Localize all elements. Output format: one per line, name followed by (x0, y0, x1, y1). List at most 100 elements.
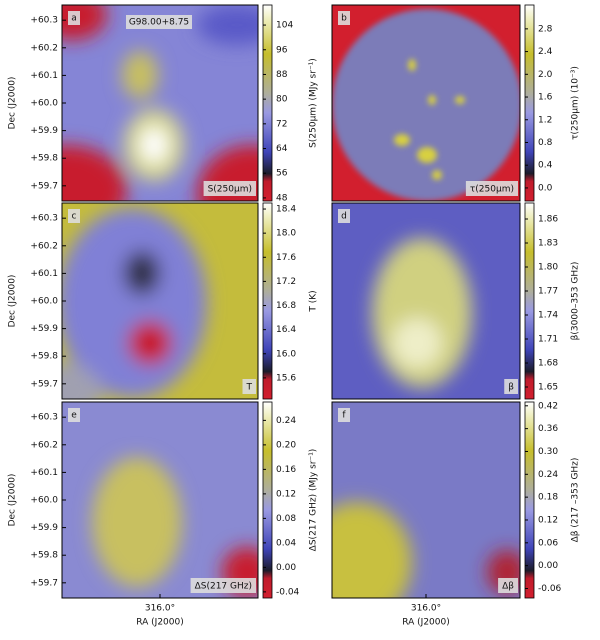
y-tick-label: +60.0 (30, 99, 58, 109)
panel-frame (331, 4, 521, 202)
colorbar-tick-label: 0.8 (538, 138, 553, 148)
panel-letter: e (71, 411, 77, 421)
y-tick-label: +60.2 (30, 241, 58, 251)
colorbar-tick-label: 1.68 (538, 359, 558, 369)
panel-tag-box (68, 408, 80, 422)
panel-label-box (203, 181, 256, 196)
y-tick-label: +59.7 (30, 181, 58, 191)
panel-letter: a (71, 14, 77, 24)
colorbar-tick-label: 0.18 (538, 493, 558, 503)
colorbar-tick-label: 2.0 (538, 70, 553, 80)
panel-label-box (242, 379, 256, 394)
colorbar-tick-label: 2.4 (538, 47, 553, 57)
x-tick-label: 316.0° (145, 604, 175, 614)
y-tick-label: +60.2 (30, 43, 58, 53)
colorbar-tick-label: 1.74 (538, 311, 558, 321)
y-tick-label: +59.9 (30, 126, 58, 136)
panel-label-box (498, 578, 518, 593)
colorbar (262, 4, 273, 202)
colorbar-tick-label: 1.86 (538, 215, 558, 225)
colorbar-tick-label: 17.2 (276, 277, 296, 287)
colorbar-tick-label: 1.71 (538, 335, 558, 345)
colorbar-tick-label: 1.80 (538, 263, 558, 273)
colorbar-tick-label: 0.42 (538, 401, 558, 411)
y-tick-label: +59.9 (30, 324, 58, 334)
colorbar-tick-label: 0.06 (538, 538, 558, 548)
colorbar-label: β(3000–353 GHz) (571, 262, 581, 341)
colorbar-tick-label: -0.04 (276, 587, 300, 597)
colorbar-tick-label: 48 (276, 193, 288, 203)
image-b (332, 5, 520, 201)
panel-tag-box (338, 209, 350, 223)
image-d (332, 203, 520, 399)
colorbar-tick-label: 1.6 (538, 93, 553, 103)
y-tick-label: +59.8 (30, 154, 58, 164)
colorbar-tick-label: 16.4 (276, 325, 296, 335)
panel-tag-box (68, 11, 80, 25)
colorbar-tick-label: 0.08 (276, 514, 296, 524)
x-axis-label: RA (J2000) (402, 618, 450, 628)
panel-label-box (504, 379, 518, 394)
y-tick-label: +60.2 (30, 440, 58, 450)
panel-label: T (246, 383, 253, 393)
y-tick-label: +60.1 (30, 71, 58, 81)
y-tick-label: +60.1 (30, 269, 58, 279)
colorbar-tick-label: 0.4 (538, 161, 553, 171)
y-tick-label: +60.3 (30, 16, 58, 26)
colorbar-tick-label: 18.0 (276, 229, 296, 239)
y-tick-label: +59.7 (30, 379, 58, 389)
colorbar-tick-label: 64 (276, 144, 288, 154)
y-tick-label: +60.1 (30, 468, 58, 478)
y-tick-label: +60.3 (30, 413, 58, 423)
panel-letter: c (72, 212, 77, 222)
colorbar-tick-label: -0.06 (538, 584, 562, 594)
y-tick-label: +60.0 (30, 297, 58, 307)
colorbar (262, 401, 273, 599)
colorbar-tick-label: 80 (276, 95, 288, 105)
panel-label-box (465, 181, 518, 196)
panel-tag-box (338, 11, 350, 25)
colorbar-tick-label: 1.2 (538, 115, 552, 125)
panel-letter: b (341, 14, 347, 24)
y-axis-label: Dec (J2000) (8, 474, 18, 527)
colorbar-tick-label: 18.4 (276, 205, 296, 215)
panel-letter: d (341, 212, 347, 222)
x-tick-label: 316.0° (411, 604, 441, 614)
panel-letter: f (342, 411, 346, 421)
y-tick-label: +59.9 (30, 523, 58, 533)
colorbar-tick-label: 96 (276, 45, 288, 55)
colorbar-tick-label: 88 (276, 70, 288, 80)
colorbar (262, 202, 273, 400)
colorbar-tick-label: 1.83 (538, 239, 558, 249)
colorbar-tick-label: 0.12 (276, 489, 296, 499)
panel-label-box (190, 578, 256, 593)
image-f (332, 402, 520, 598)
panel-label: S(250μm) (208, 185, 252, 195)
panel-label: β (508, 383, 514, 393)
colorbar-tick-label: 0.12 (538, 515, 558, 525)
colorbar-tick-label: 1.77 (538, 287, 558, 297)
colorbar-tick-label: 72 (276, 119, 287, 129)
colorbar-tick-label: 0.30 (538, 447, 558, 457)
colorbar-tick-label: 0.36 (538, 424, 558, 434)
y-tick-label: +60.3 (30, 214, 58, 224)
panel-frame (331, 202, 521, 400)
y-tick-label: +59.8 (30, 551, 58, 561)
colorbar-label: ΔS(217 GHz) (MJy sr⁻¹) (309, 449, 319, 552)
colorbar-tick-label: 0.20 (276, 440, 296, 450)
colorbar-tick-label: 0.16 (276, 465, 296, 475)
panel-tag-box (68, 209, 80, 223)
colorbar-tick-label: 0.00 (538, 561, 558, 571)
colorbar-tick-label: 16.8 (276, 301, 296, 311)
colorbar-tick-label: 0.24 (538, 470, 558, 480)
colorbar-tick-label: 0.00 (276, 563, 296, 573)
panel-tag-box (338, 408, 350, 422)
colorbar-label: Δβ (217 –353 GHz) (571, 458, 581, 543)
colorbar-tick-label: 104 (276, 21, 293, 31)
panel-title: G98.00+8.75 (129, 18, 189, 28)
colorbar-label: S(250μm) (MJy sr⁻¹) (309, 58, 319, 148)
colorbar-tick-label: 15.6 (276, 373, 296, 383)
image-c (62, 203, 258, 399)
panel-label: ΔS(217 GHz) (195, 582, 252, 592)
colorbar-label: τ(250μm) (10⁻³) (571, 66, 581, 140)
